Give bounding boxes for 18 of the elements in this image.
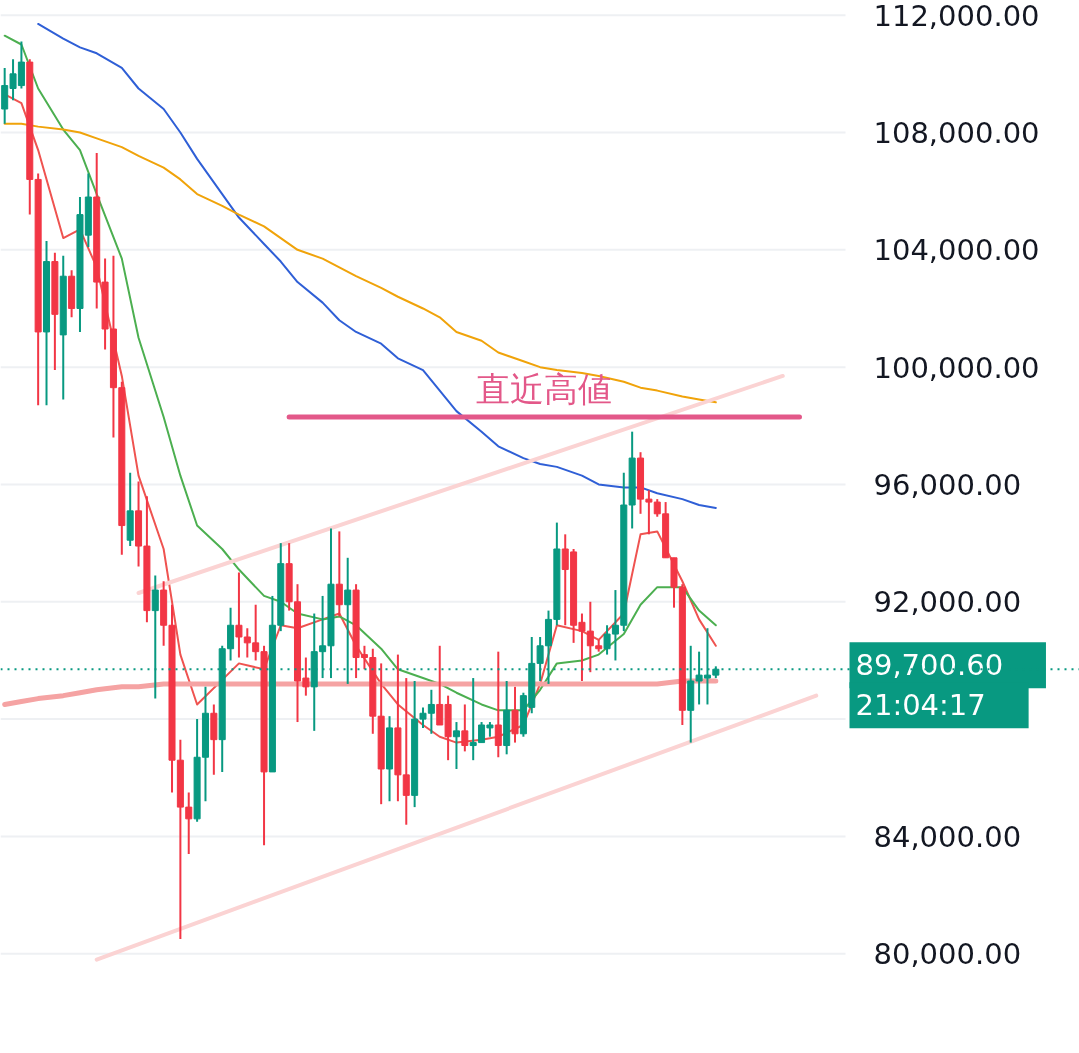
candlestick <box>461 703 469 753</box>
y-tick-label: 112,000.00 <box>873 0 1040 33</box>
y-tick-label: 100,000.00 <box>873 350 1040 385</box>
annotation: 21:04:17 <box>855 688 986 723</box>
line-series <box>3 122 717 404</box>
ref-line-label: 89,700.60 <box>855 648 1004 683</box>
series-label: 直近高値 <box>476 369 613 410</box>
y-tick-label: 80,000.00 <box>873 937 1022 972</box>
y-tick-label: 84,000.00 <box>873 819 1022 854</box>
y-tick-label: 108,000.00 <box>873 115 1040 150</box>
candlestick <box>452 721 460 770</box>
candlestick <box>335 530 343 618</box>
candlestick <box>494 650 502 759</box>
candlestick <box>511 685 519 744</box>
y-tick-label: 96,000.00 <box>873 467 1022 502</box>
y-tick-label: 104,000.00 <box>873 233 1040 268</box>
line-series <box>37 22 717 509</box>
y-tick-label: 92,000.00 <box>873 585 1022 620</box>
